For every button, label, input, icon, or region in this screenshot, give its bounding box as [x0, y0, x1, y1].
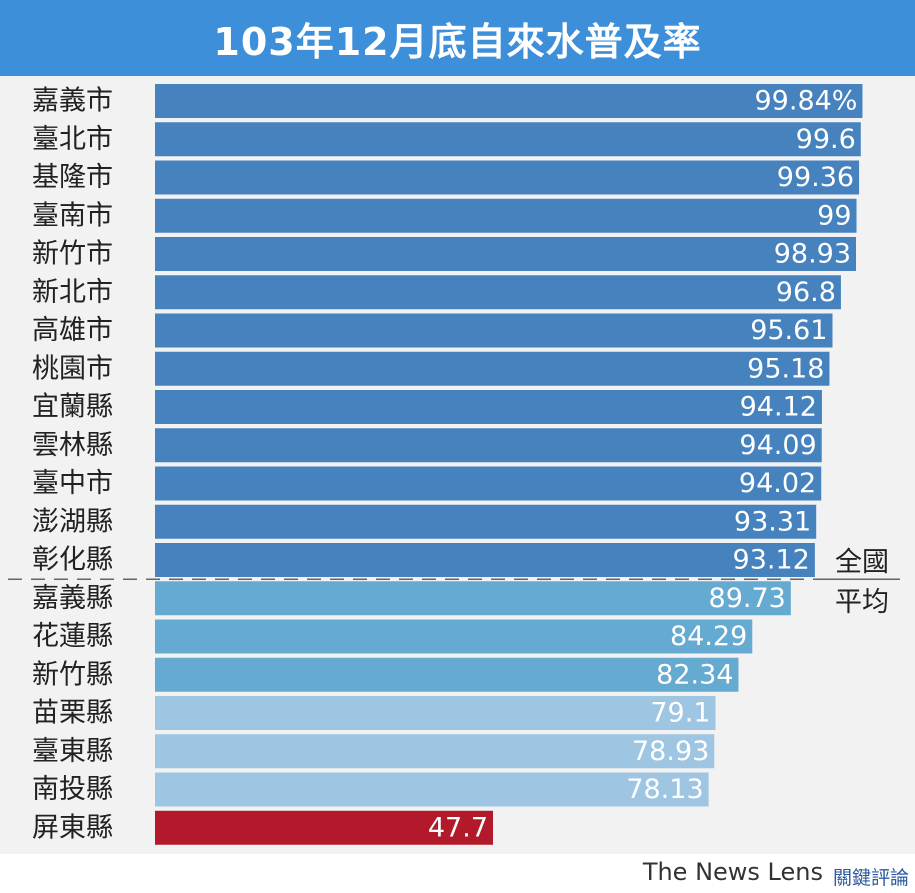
value-label: 99: [817, 200, 851, 231]
category-label: 彰化縣: [32, 545, 113, 576]
average-label-line2: 平均: [835, 587, 889, 618]
value-label: 89.73: [709, 583, 786, 614]
bar: [155, 810, 494, 845]
value-label: 47.7: [428, 812, 488, 843]
value-label: 93.31: [734, 506, 811, 537]
category-label: 新竹市: [32, 239, 113, 270]
chart-header: 103年12月底自來水普及率: [0, 0, 915, 76]
bar: [155, 390, 822, 424]
bar: [155, 313, 833, 348]
category-label: 高雄市: [32, 315, 113, 346]
bar: [155, 351, 830, 386]
category-label: 桃園市: [32, 353, 113, 384]
value-label: 99.36: [777, 162, 854, 193]
value-label: 99.6: [796, 124, 856, 155]
bar: [155, 160, 860, 195]
value-label: 93.12: [733, 545, 810, 576]
value-label: 94.02: [739, 468, 816, 499]
category-label: 雲林縣: [32, 430, 113, 461]
bar: [155, 122, 861, 157]
footer: The News Lens 關鍵評論: [0, 854, 915, 893]
category-label: 新竹縣: [32, 659, 113, 690]
category-label: 花蓮縣: [32, 621, 113, 652]
value-label: 95.18: [747, 353, 824, 384]
category-label: 嘉義縣: [32, 583, 113, 614]
value-label: 94.12: [740, 392, 817, 423]
chart-title: 103年12月底自來水普及率: [213, 19, 702, 64]
category-label: 南投縣: [32, 774, 113, 805]
bar: [155, 581, 791, 616]
bar: [155, 198, 857, 233]
value-label: 78.13: [626, 774, 703, 805]
category-label: 苗栗縣: [32, 698, 113, 729]
category-label: 臺南市: [32, 200, 113, 231]
value-label: 82.34: [656, 659, 733, 690]
bar: [155, 734, 715, 769]
chart-plot-area: 嘉義市 99.84% 臺北市 99.6 基隆市 99.36 臺南市 99 新竹市 98.93 新北市…: [0, 76, 915, 854]
bar: [155, 696, 716, 730]
bar-chart: 嘉義市 99.84% 臺北市 99.6 基隆市 99.36 臺南市 99 新竹市 98.93 新北市…: [8, 84, 900, 845]
bar: [155, 504, 817, 539]
bar: [155, 543, 815, 577]
value-label: 98.93: [774, 239, 851, 270]
category-label: 新北市: [32, 277, 113, 308]
bar: [155, 772, 709, 807]
bar: [155, 275, 841, 310]
value-label: 78.93: [632, 736, 709, 767]
bar: [155, 84, 863, 118]
value-label: 99.84%: [755, 86, 858, 117]
bar: [155, 619, 753, 654]
bar: [155, 466, 822, 501]
category-label: 臺中市: [32, 468, 113, 499]
category-label: 屏東縣: [32, 812, 113, 843]
category-label: 基隆市: [32, 162, 113, 193]
bar: [155, 657, 739, 692]
category-label: 嘉義市: [32, 86, 113, 117]
value-label: 95.61: [750, 315, 827, 346]
average-label-line1: 全國: [835, 547, 889, 578]
category-label: 臺東縣: [32, 736, 113, 767]
category-label: 宜蘭縣: [32, 392, 113, 423]
value-label: 79.1: [650, 698, 710, 729]
category-label: 臺北市: [32, 124, 113, 155]
bar: [155, 428, 822, 463]
bar: [155, 237, 857, 271]
value-label: 84.29: [670, 621, 747, 652]
value-label: 96.8: [776, 277, 836, 308]
brand-name-chinese: 關鍵評論: [832, 867, 909, 889]
category-label: 澎湖縣: [32, 506, 113, 537]
brand-name: The News Lens: [642, 858, 823, 886]
value-label: 94.09: [739, 430, 816, 461]
